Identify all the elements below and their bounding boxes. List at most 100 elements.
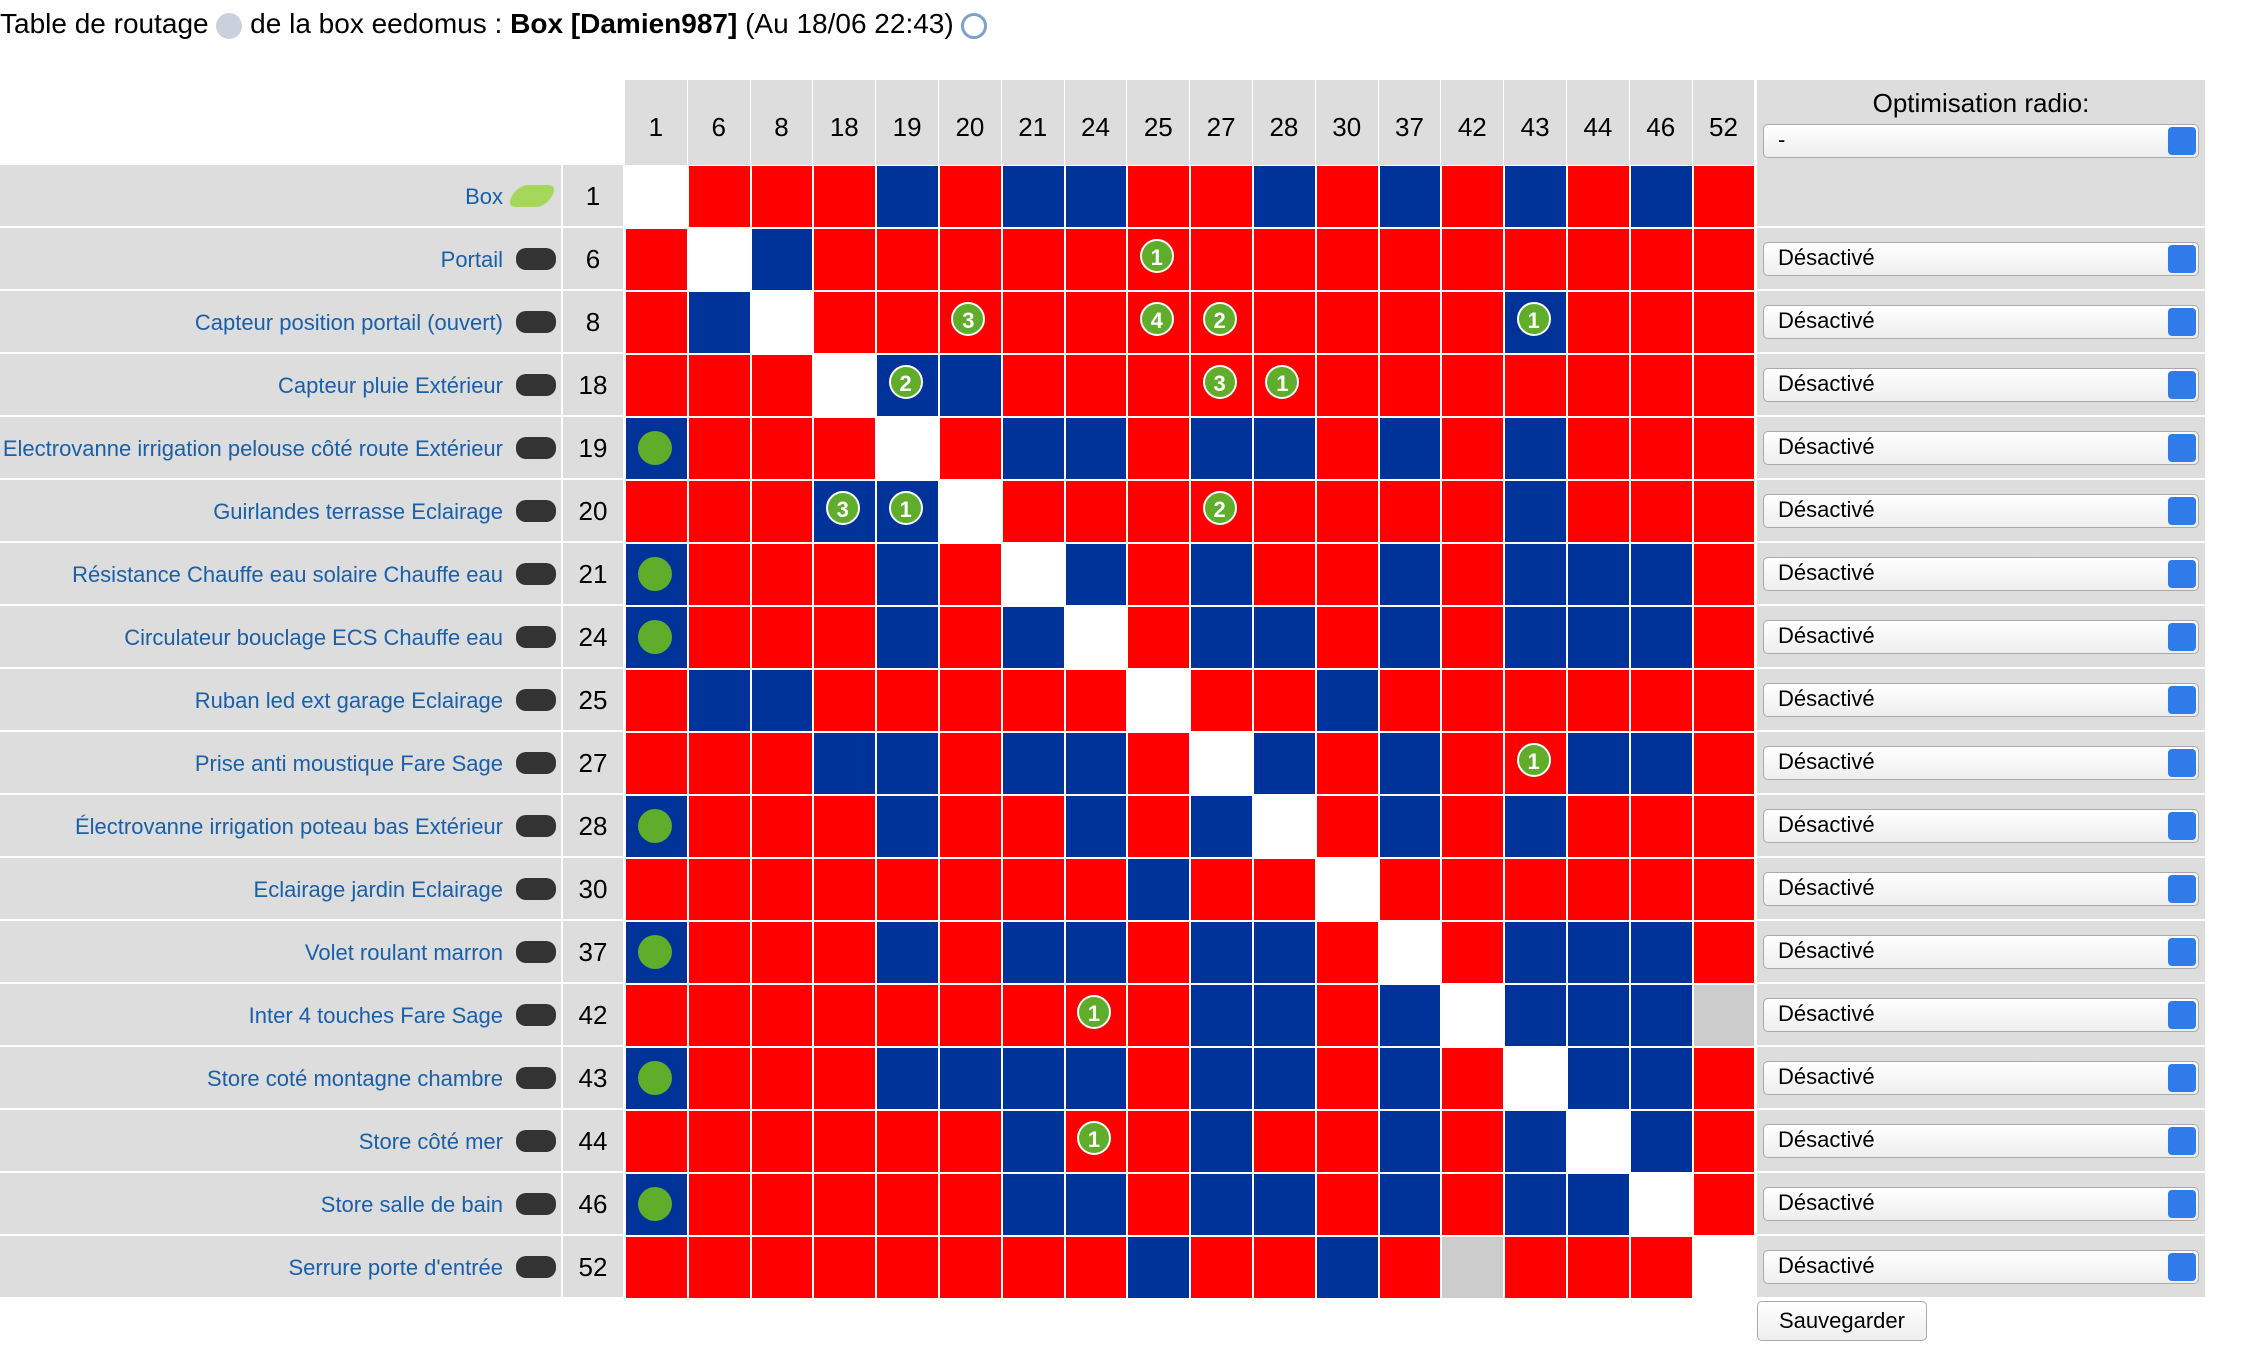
dropdown-arrow[interactable] [2168,371,2196,399]
dropdown[interactable]: Désactivé [1763,1061,2199,1095]
dropdown[interactable]: - [1763,124,2199,158]
route-cell [939,732,1002,795]
device-label[interactable]: Box [0,165,561,226]
device-label[interactable]: Circulateur bouclage ECS Chauffe eau [0,606,561,667]
route-cell [1253,858,1316,921]
dropdown[interactable]: Désactivé [1763,368,2199,402]
device-label[interactable]: Résistance Chauffe eau solaire Chauffe e… [0,543,561,604]
device-label[interactable]: Portail [0,228,561,289]
dropdown[interactable]: Désactivé [1763,557,2199,591]
dropdown-arrow[interactable] [2168,686,2196,714]
dropdown[interactable]: Désactivé [1763,683,2199,717]
route-cell [1504,1110,1567,1173]
route-cell [1378,858,1442,921]
device-label[interactable]: Électrovanne irrigation poteau bas Extér… [0,795,561,856]
route-cell [1064,480,1128,543]
dropdown[interactable]: Désactivé [1763,1124,2199,1158]
route-cell [1629,858,1693,921]
route-cell [625,984,688,1047]
dropdown[interactable]: Désactivé [1763,620,2199,654]
column-header: 19 [876,80,939,165]
route-cell [1378,291,1442,354]
device-id: 24 [563,606,623,667]
route-cell [1692,1047,1756,1110]
route-cell [1629,1110,1693,1173]
route-cell [1064,228,1128,291]
dropdown[interactable]: Désactivé [1763,998,2199,1032]
device-label[interactable]: Volet roulant marron [0,921,561,982]
device-label[interactable]: Store salle de bain [0,1173,561,1234]
route-cell [625,1173,688,1236]
dropdown-arrow[interactable] [2168,1064,2196,1092]
dropdown[interactable]: Désactivé [1763,494,2199,528]
dropdown-arrow[interactable] [2168,749,2196,777]
dropdown-arrow[interactable] [2168,127,2196,155]
route-cell [625,480,688,543]
route-cell [1064,858,1128,921]
dropdown-arrow[interactable] [2168,560,2196,588]
device-label[interactable]: Capteur position portail (ouvert) [0,291,561,352]
dropdown-arrow[interactable] [2168,812,2196,840]
column-header: 6 [687,80,751,165]
device-label[interactable]: Capteur pluie Extérieur [0,354,561,415]
route-cell [1190,1047,1253,1110]
route-cell [1504,1236,1567,1299]
dropdown-arrow[interactable] [2168,875,2196,903]
dropdown[interactable]: Désactivé [1763,242,2199,276]
device-label[interactable]: Eclairage jardin Eclairage [0,858,561,919]
dropdown-arrow[interactable] [2168,1001,2196,1029]
route-cell [687,669,751,732]
route-cell [1692,480,1756,543]
device-label[interactable]: Serrure porte d'entrée [0,1236,561,1297]
dropdown[interactable]: Désactivé [1763,305,2199,339]
route-cell [1378,921,1442,984]
column-header: 44 [1567,80,1630,165]
device-label[interactable]: Electrovanne irrigation pelouse côté rou… [0,417,561,478]
device-label[interactable]: Store coté montagne chambre [0,1047,561,1108]
device-label[interactable]: Ruban led ext garage Eclairage [0,669,561,730]
dropdown-arrow[interactable] [2168,623,2196,651]
column-header: 52 [1692,80,1756,165]
route-cell [1127,669,1191,732]
device-label[interactable]: Inter 4 touches Fare Sage [0,984,561,1045]
device-label[interactable]: Prise anti moustique Fare Sage [0,732,561,793]
device-icon [516,689,556,711]
route-cell [1190,606,1253,669]
dropdown[interactable]: Désactivé [1763,935,2199,969]
route-cell [1441,1236,1505,1299]
route-cell [876,543,939,606]
dropdown-arrow[interactable] [2168,1253,2196,1281]
route-cell [687,984,751,1047]
dropdown-arrow[interactable] [2168,434,2196,462]
refresh-icon[interactable] [961,12,988,39]
save-button[interactable]: Sauvegarder [1757,1301,1927,1341]
device-label[interactable]: Guirlandes terrasse Eclairage [0,480,561,541]
dropdown-arrow[interactable] [2168,245,2196,273]
dropdown[interactable]: Désactivé [1763,1187,2199,1221]
route-cell [1441,291,1505,354]
dropdown[interactable]: Désactivé [1763,809,2199,843]
hop-badge: 1 [1516,742,1551,777]
route-cell [687,1047,751,1110]
route-cell [1064,1173,1128,1236]
route-cell [1692,669,1756,732]
route-cell [1378,606,1442,669]
dropdown[interactable]: Désactivé [1763,872,2199,906]
dropdown[interactable]: Désactivé [1763,431,2199,465]
column-header: 37 [1378,80,1442,165]
dropdown[interactable]: Désactivé [1763,1250,2199,1284]
dropdown[interactable]: Désactivé [1763,746,2199,780]
dropdown-arrow[interactable] [2168,497,2196,525]
dropdown-arrow[interactable] [2168,308,2196,336]
dropdown-arrow[interactable] [2168,938,2196,966]
device-id: 18 [563,354,623,415]
route-cell [1064,606,1128,669]
dropdown-arrow[interactable] [2168,1127,2196,1155]
route-cell [1504,228,1567,291]
route-cell [813,165,877,228]
device-label[interactable]: Store côté mer [0,1110,561,1171]
dropdown-arrow[interactable] [2168,1190,2196,1218]
route-cell [1315,795,1379,858]
help-icon[interactable] [216,12,243,39]
route-cell [1253,1047,1316,1110]
